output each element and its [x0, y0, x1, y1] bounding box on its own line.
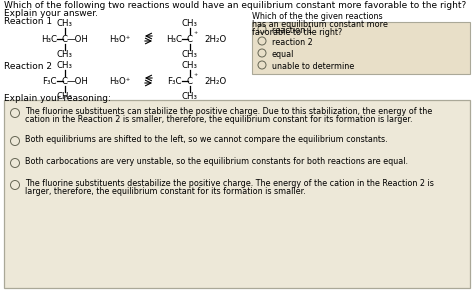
Text: CH₃: CH₃: [57, 19, 73, 28]
Text: CH₃: CH₃: [182, 92, 198, 101]
Text: C: C: [187, 34, 193, 44]
Text: F₃C: F₃C: [167, 77, 182, 86]
Text: The fluorine substituents can stabilize the positive charge. Due to this stabili: The fluorine substituents can stabilize …: [25, 107, 432, 116]
Text: F₃C: F₃C: [43, 77, 57, 86]
Text: 2H₂O: 2H₂O: [204, 77, 226, 86]
Text: equal: equal: [272, 50, 294, 59]
Text: C: C: [187, 77, 193, 86]
FancyBboxPatch shape: [252, 22, 470, 74]
Text: ⁺: ⁺: [194, 72, 198, 81]
Text: reaction 1: reaction 1: [272, 26, 313, 35]
Text: C: C: [62, 34, 68, 44]
Text: 2H₂O: 2H₂O: [204, 34, 226, 44]
Text: H₃O⁺: H₃O⁺: [109, 34, 131, 44]
Text: H₃O⁺: H₃O⁺: [109, 77, 131, 86]
Text: Explain your reasoning:: Explain your reasoning:: [4, 94, 111, 103]
Text: CH₃: CH₃: [182, 50, 198, 59]
Text: Both equilibriums are shifted to the left, so we cannot compare the equilibrium : Both equilibriums are shifted to the lef…: [25, 135, 388, 144]
Text: —OH: —OH: [67, 77, 89, 86]
Text: Which of the following two reactions would have an equilibrium constant more fav: Which of the following two reactions wou…: [4, 1, 466, 10]
Text: C: C: [62, 77, 68, 86]
Text: larger, therefore, the equilibrium constant for its formation is smaller.: larger, therefore, the equilibrium const…: [25, 187, 306, 196]
Text: Which of the the given reactions: Which of the the given reactions: [252, 12, 383, 21]
Text: has an equilibrium constant more: has an equilibrium constant more: [252, 20, 388, 29]
Text: CH₃: CH₃: [182, 61, 198, 70]
Text: H₃C: H₃C: [41, 34, 57, 44]
Text: Reaction 2: Reaction 2: [4, 62, 52, 71]
Text: cation in the Reaction 2 is smaller, therefore, the equilibrium constant for its: cation in the Reaction 2 is smaller, the…: [25, 115, 412, 124]
Text: reaction 2: reaction 2: [272, 38, 313, 47]
Text: CH₃: CH₃: [182, 19, 198, 28]
Text: Explain your answer.: Explain your answer.: [4, 9, 98, 18]
Text: ⁺: ⁺: [194, 30, 198, 39]
Text: CH₃: CH₃: [57, 61, 73, 70]
Text: The fluorine substituents destabilize the positive charge. The energy of the cat: The fluorine substituents destabilize th…: [25, 179, 434, 188]
Text: Reaction 1: Reaction 1: [4, 17, 52, 26]
Text: Both carbocations are very unstable, so the equilibrium constants for both react: Both carbocations are very unstable, so …: [25, 157, 408, 166]
Text: —OH: —OH: [67, 34, 89, 44]
Text: H₃C: H₃C: [166, 34, 182, 44]
Text: unable to determine: unable to determine: [272, 62, 354, 71]
Text: CH₃: CH₃: [57, 50, 73, 59]
FancyBboxPatch shape: [4, 100, 470, 288]
Text: favorable to the right?: favorable to the right?: [252, 28, 342, 37]
Text: CH₃: CH₃: [57, 92, 73, 101]
